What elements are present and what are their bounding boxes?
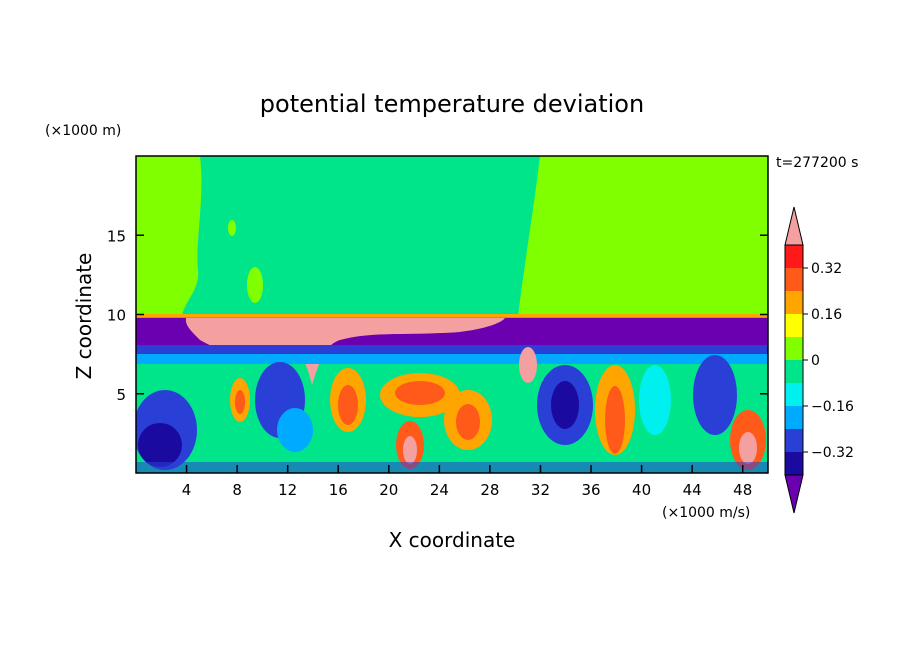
colorbar-swatch — [785, 337, 803, 360]
eddy — [639, 365, 671, 435]
cold-band — [505, 318, 768, 348]
x-axis: 4 8 12 16 20 24 28 32 36 40 44 48 — [182, 465, 752, 499]
time-label: t=277200 s — [776, 155, 858, 171]
colorbar-tick-label: 0.16 — [811, 307, 842, 323]
colorbar-under-triangle — [784, 474, 804, 514]
eddy — [551, 381, 579, 429]
x-axis-label: X coordinate — [389, 528, 516, 552]
colorbar-swatch — [785, 383, 803, 406]
eddy — [403, 436, 417, 464]
colorbar: 0.32 0.16 0 −0.16 −0.32 — [784, 206, 854, 514]
eddy — [739, 432, 757, 464]
colorbar-swatch — [785, 429, 803, 452]
colorbar-swatch — [785, 452, 803, 475]
eddy — [395, 381, 445, 405]
x-tick-label: 32 — [531, 481, 550, 499]
orange-line — [136, 314, 768, 317]
colorbar-swatch — [785, 314, 803, 337]
x-tick-label: 20 — [379, 481, 398, 499]
x-tick-label: 44 — [683, 481, 702, 499]
colorbar-swatch — [785, 291, 803, 314]
x-tick-label: 12 — [278, 481, 297, 499]
colorbar-over-triangle — [784, 206, 804, 246]
y-axis: 5 10 15 — [107, 227, 768, 404]
cyan-band — [136, 354, 768, 364]
upper-teal-region — [182, 156, 540, 316]
eddy — [605, 386, 625, 454]
plot-area — [136, 156, 768, 473]
colorbar-tick-label: −0.16 — [811, 399, 854, 415]
upper-spot — [228, 220, 236, 236]
colorbar-swatch — [785, 406, 803, 429]
bottom-strip — [136, 462, 768, 473]
y-axis-label: Z coordinate — [72, 253, 96, 380]
colorbar-swatch — [785, 268, 803, 291]
eddy — [138, 423, 182, 467]
eddy — [693, 355, 737, 435]
chart-title: potential temperature deviation — [260, 90, 644, 118]
x-tick-label: 48 — [733, 481, 752, 499]
warm-band — [185, 318, 505, 385]
eddy — [277, 408, 313, 452]
x-tick-label: 24 — [430, 481, 449, 499]
x-tick-label: 8 — [232, 481, 242, 499]
upper-spot — [247, 267, 263, 303]
x-tick-label: 16 — [329, 481, 348, 499]
colorbar-tick-label: 0.32 — [811, 261, 842, 277]
y-unit-label: (×1000 m) — [45, 123, 121, 139]
x-unit-label: (×1000 m/s) — [662, 505, 750, 521]
colorbar-swatch — [785, 360, 803, 383]
eddy — [235, 390, 245, 414]
colorbar-swatch — [785, 245, 803, 268]
x-tick-label: 28 — [480, 481, 499, 499]
y-tick-label: 5 — [116, 386, 126, 404]
x-tick-label: 4 — [182, 481, 192, 499]
x-tick-label: 40 — [632, 481, 651, 499]
x-tick-label: 36 — [581, 481, 600, 499]
eddy — [338, 385, 358, 425]
colorbar-tick-label: −0.32 — [811, 445, 854, 461]
colorbar-tick-label: 0 — [811, 353, 820, 369]
y-tick-label: 15 — [107, 227, 126, 245]
y-tick-label: 10 — [107, 307, 126, 325]
eddy — [519, 347, 537, 383]
eddy — [456, 404, 480, 440]
